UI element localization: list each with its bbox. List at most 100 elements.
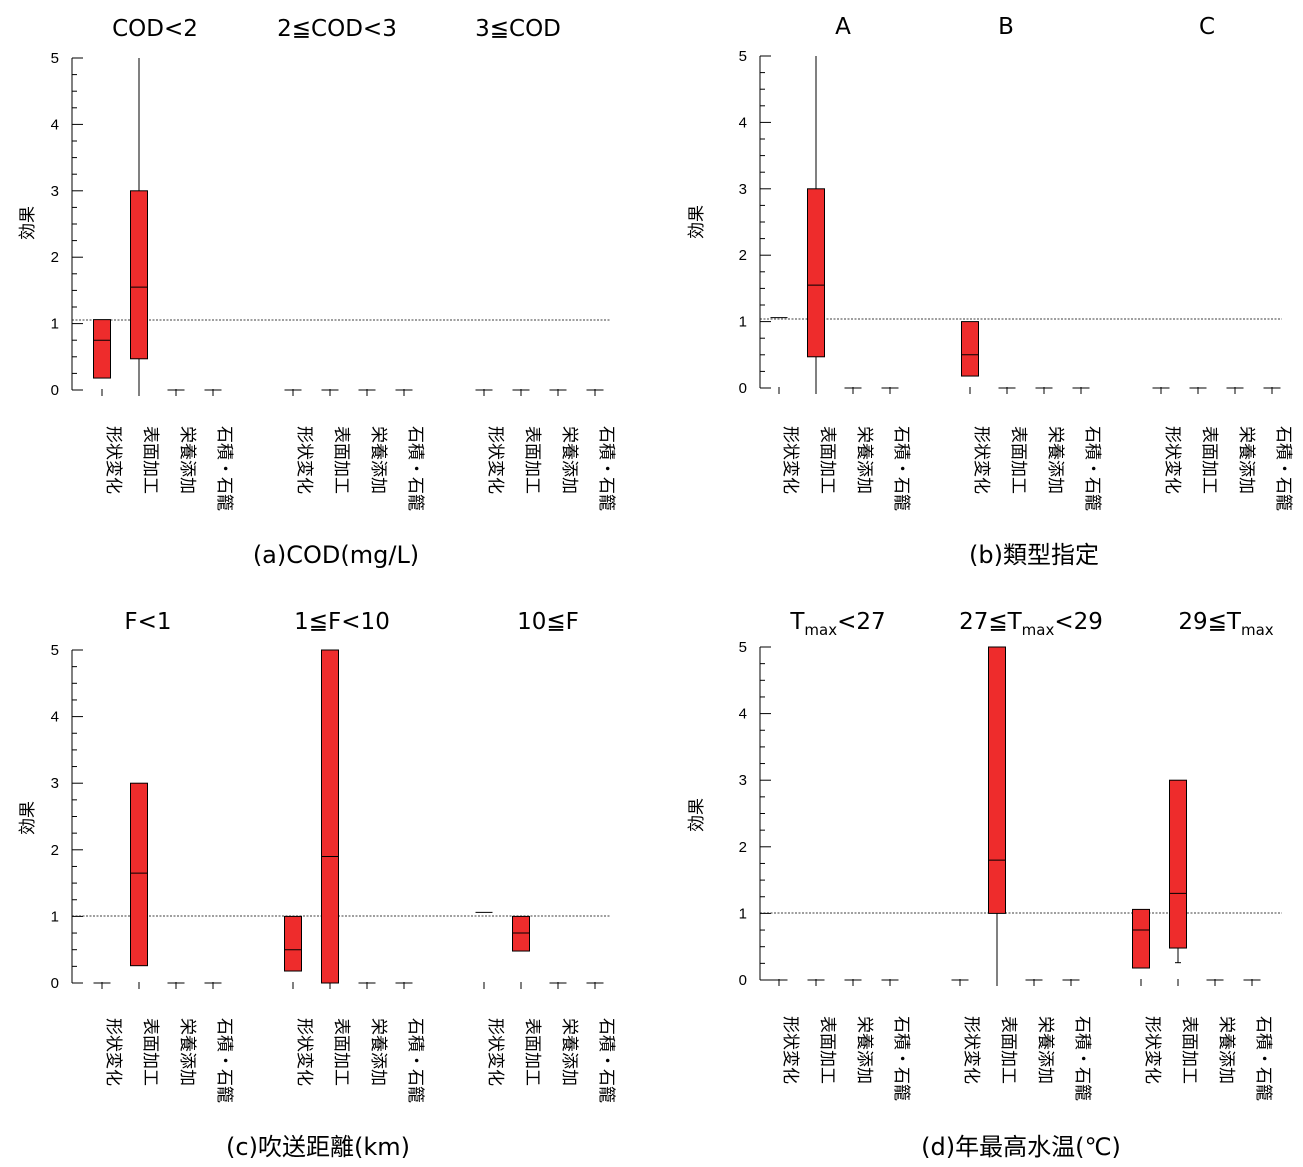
category-label: 石積・石籠 <box>1072 1016 1093 1101</box>
box-body <box>988 646 1006 914</box>
group-title: 10≦F <box>517 609 579 635</box>
y-tick-label: 0 <box>51 975 59 992</box>
category-label: 栄養添加 <box>854 1016 874 1084</box>
category-label: 栄養添加 <box>177 426 197 494</box>
x-axis-label: (c)吹送距離(km) <box>226 1133 410 1161</box>
group-title: 1≦F<10 <box>294 609 390 635</box>
category-label: 栄養添加 <box>368 426 388 494</box>
category-label: 栄養添加 <box>1045 426 1065 494</box>
category-label: 栄養添加 <box>1216 1016 1236 1084</box>
category-label: 形状変化 <box>485 426 505 494</box>
category-label: 表面加工 <box>998 1016 1018 1084</box>
group-title: C <box>1199 14 1215 40</box>
category-label: 形状変化 <box>103 1018 123 1086</box>
y-tick-label: 1 <box>51 316 59 333</box>
y-tick-label: 0 <box>51 382 59 399</box>
y-tick-label: 4 <box>739 706 747 723</box>
y-tick-label: 5 <box>739 639 747 656</box>
category-label: 栄養添加 <box>177 1018 197 1086</box>
category-label: 形状変化 <box>961 1016 981 1084</box>
y-tick-label: 2 <box>51 249 59 266</box>
y-tick-label: 1 <box>51 908 59 925</box>
y-tick-label: 3 <box>51 183 59 200</box>
y-tick-label: 5 <box>51 642 59 659</box>
box-body <box>961 321 979 377</box>
category-label: 表面加工 <box>522 426 542 494</box>
category-label: 形状変化 <box>780 1016 800 1084</box>
group-title: Tmax<27 <box>789 609 885 639</box>
y-axis-label: 効果 <box>18 801 38 835</box>
y-tick-label: 0 <box>739 380 747 397</box>
y-tick-label: 3 <box>739 772 747 789</box>
category-label: 表面加工 <box>817 426 837 494</box>
category-label: 石積・石籠 <box>405 426 426 511</box>
category-label: 形状変化 <box>1162 426 1182 494</box>
category-label: 形状変化 <box>294 1018 314 1086</box>
category-label: 表面加工 <box>140 1018 160 1086</box>
y-tick-label: 2 <box>51 842 59 859</box>
category-label: 石積・石籠 <box>1273 426 1294 511</box>
category-label: 形状変化 <box>1142 1016 1162 1084</box>
y-axis-label: 効果 <box>687 798 707 832</box>
group-title: A <box>835 14 851 40</box>
category-label: 栄養添加 <box>1035 1016 1055 1084</box>
x-axis-label: (b)類型指定 <box>969 541 1099 569</box>
y-tick-label: 2 <box>739 839 747 856</box>
y-axis-label: 効果 <box>18 206 38 240</box>
x-axis-label: (d)年最高水温(℃) <box>921 1133 1121 1161</box>
y-tick-label: 4 <box>739 114 747 131</box>
category-label: 栄養添加 <box>854 426 874 494</box>
category-label: 石積・石籠 <box>891 426 912 511</box>
box-body <box>1132 908 1150 969</box>
y-tick-label: 4 <box>51 709 59 726</box>
category-label: 表面加工 <box>331 1018 351 1086</box>
chart-panel-1: 012345効果A形状変化 表面加工 栄養添加 石積・石籠B形状変化 表面加工 栄養添加石… <box>687 14 1294 569</box>
box-body <box>130 782 148 967</box>
category-label: 表面加工 <box>817 1016 837 1084</box>
y-tick-label: 2 <box>739 247 747 264</box>
category-label: 表面加工 <box>1179 1016 1199 1084</box>
category-label: 石積・石籠 <box>214 1018 235 1103</box>
category-label: 石積・石籠 <box>214 426 235 511</box>
category-label: 石積・石籠 <box>1253 1016 1274 1101</box>
box-body <box>807 188 825 358</box>
y-tick-label: 0 <box>739 972 747 989</box>
category-label: 石積・石籠 <box>596 1018 617 1103</box>
y-tick-label: 3 <box>739 181 747 198</box>
category-label: 形状変化 <box>103 426 123 494</box>
box-body <box>1169 779 1187 949</box>
group-title: 29≦Tmax <box>1178 609 1273 639</box>
category-label: 石積・石籠 <box>405 1018 426 1103</box>
category-label: 栄養添加 <box>559 1018 579 1086</box>
category-label: 石積・石籠 <box>891 1016 912 1101</box>
group-title: 2≦COD<3 <box>277 16 397 42</box>
category-label: 形状変化 <box>294 426 314 494</box>
category-label: 表面加工 <box>1008 426 1028 494</box>
y-tick-label: 5 <box>51 50 59 67</box>
category-label: 形状変化 <box>485 1018 505 1086</box>
group-title: B <box>998 14 1014 40</box>
group-title: F<1 <box>124 609 171 635</box>
category-label: 石積・石籠 <box>596 426 617 511</box>
x-axis-label: (a)COD(mg/L) <box>253 541 419 569</box>
box-body <box>321 649 339 984</box>
category-label: 栄養添加 <box>368 1018 388 1086</box>
box-body <box>93 319 111 379</box>
category-label: 栄養添加 <box>1236 426 1256 494</box>
y-tick-label: 1 <box>739 314 747 331</box>
category-label: 形状変化 <box>780 426 800 494</box>
group-title: COD<2 <box>112 16 198 42</box>
category-label: 表面加工 <box>522 1018 542 1086</box>
category-label: 表面加工 <box>140 426 160 494</box>
box-body <box>512 915 530 952</box>
category-label: 栄養添加 <box>559 426 579 494</box>
group-title: 3≦COD <box>475 16 561 42</box>
y-tick-label: 3 <box>51 775 59 792</box>
group-title: 27≦Tmax<29 <box>959 609 1103 639</box>
category-label: 石積・石籠 <box>1082 426 1103 511</box>
category-label: 表面加工 <box>331 426 351 494</box>
box-body <box>284 915 302 972</box>
